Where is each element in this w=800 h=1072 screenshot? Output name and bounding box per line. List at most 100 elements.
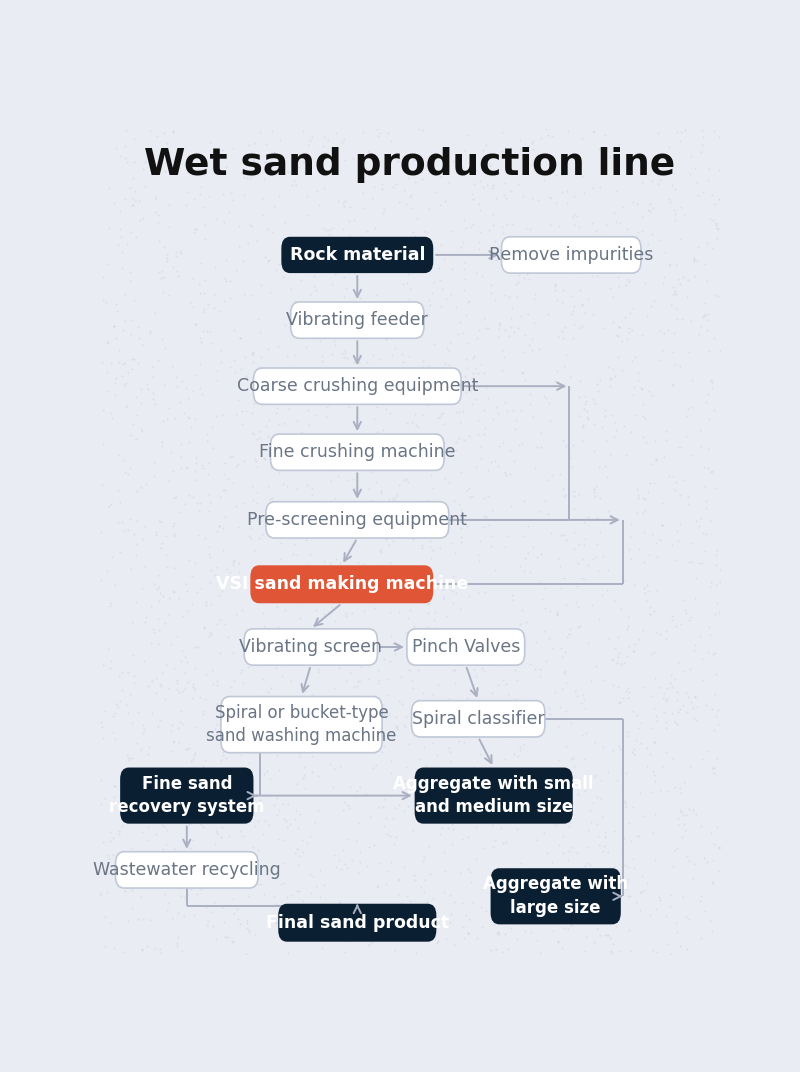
Point [161,902,174,919]
Point [400,758,413,775]
Point [460,518,473,535]
Point [100,563,113,580]
Point [332,467,345,485]
Point [407,822,420,839]
Point [189,659,202,676]
Point [404,281,417,298]
Point [202,295,215,312]
Point [591,563,604,580]
Point [474,532,487,549]
Point [663,897,676,914]
Point [530,548,543,565]
Point [666,679,679,696]
Point [145,635,158,652]
Point [410,944,422,962]
Point [712,701,725,718]
Point [426,479,439,496]
Point [650,451,662,468]
Point [214,574,226,591]
Point [248,867,261,884]
Point [109,387,122,404]
Point [110,302,123,319]
Point [150,526,162,544]
Point [276,570,289,587]
Point [530,694,543,711]
Point [282,400,295,417]
Point [183,410,196,427]
Point [357,239,370,256]
Point [426,541,439,559]
Point [448,661,461,679]
Point [655,758,668,775]
Point [181,183,194,200]
Point [622,617,634,635]
Point [708,329,721,346]
Point [636,396,649,413]
Point [151,566,164,583]
Point [517,527,530,545]
Point [571,786,584,803]
Point [315,353,328,370]
Point [166,462,179,479]
Point [557,828,570,845]
Point [309,910,322,927]
Point [108,777,121,794]
Point [613,738,626,755]
Point [420,157,433,174]
Point [302,556,314,574]
Point [232,237,245,254]
Point [650,713,663,730]
Point [272,415,285,432]
Point [519,327,532,344]
Point [498,463,511,480]
Point [456,508,469,525]
Point [285,672,298,689]
Point [459,307,472,324]
Point [343,778,356,795]
Point [502,288,515,306]
Point [370,921,383,938]
Point [198,272,211,289]
Point [426,715,439,732]
Point [282,944,294,962]
Point [444,906,457,923]
Point [262,683,274,700]
Point [626,353,638,370]
Point [491,404,504,421]
Point [237,675,250,693]
Point [130,547,142,564]
Point [521,157,534,174]
Point [230,849,243,866]
Point [154,678,167,695]
Point [702,619,715,636]
Point [663,674,676,691]
Point [526,538,539,555]
Point [499,750,512,768]
Point [653,781,666,799]
Point [227,905,240,922]
Point [302,661,315,679]
Point [638,502,651,519]
Point [242,888,254,905]
Point [646,719,658,736]
Point [708,606,721,623]
Point [548,817,561,834]
Point [355,444,368,461]
Point [610,771,623,788]
Point [423,436,436,453]
Point [473,321,486,338]
Point [450,584,462,601]
Point [400,383,413,400]
Point [175,459,188,476]
Point [169,855,182,873]
Point [162,399,175,416]
Point [495,123,508,140]
Point [656,517,669,534]
Point [480,137,493,154]
Point [546,640,559,657]
Point [180,379,193,397]
Point [622,859,634,876]
Point [198,751,211,769]
Point [267,527,280,545]
Point [510,288,523,306]
